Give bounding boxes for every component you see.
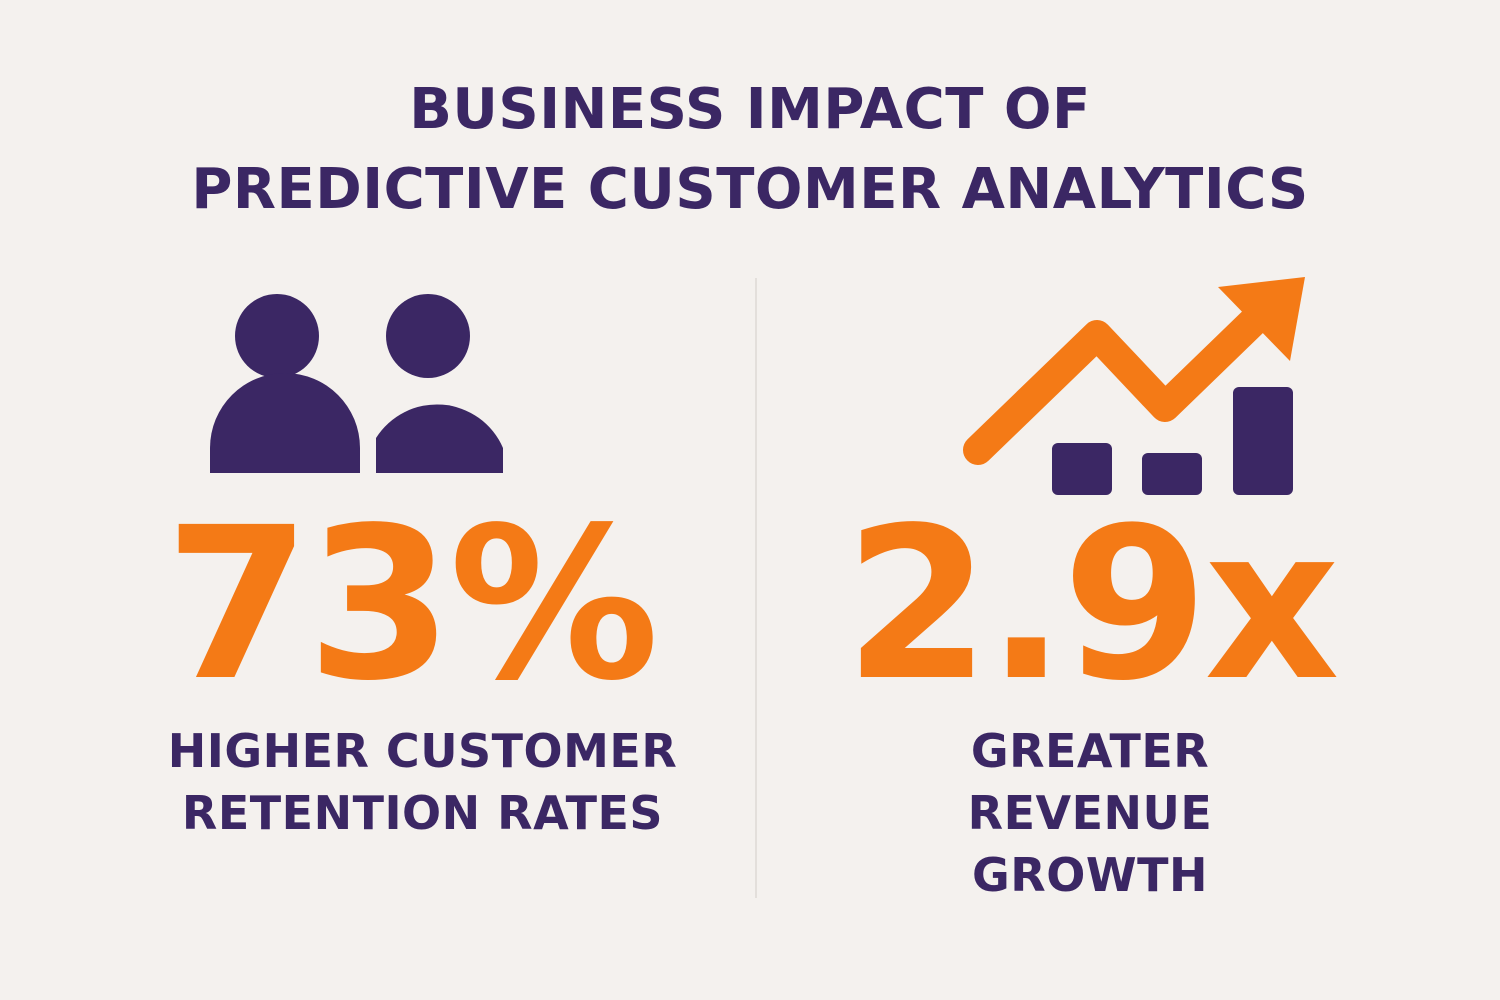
title-line-1: BUSINESS IMPACT OF (409, 77, 1091, 142)
people-icon (200, 288, 510, 482)
page-title: BUSINESS IMPACT OF PREDICTIVE CUSTOMER A… (0, 70, 1500, 230)
retention-caption: HIGHER CUSTOMER RETENTION RATES (60, 720, 785, 844)
retention-caption-line-2: RETENTION RATES (181, 786, 664, 840)
revenue-value: 2.9x (844, 482, 1339, 727)
retention-stat-panel: 73% HIGHER CUSTOMER RETENTION RATES (60, 270, 760, 970)
revenue-caption: GREATER REVENUE GROWTH (745, 720, 1435, 906)
revenue-caption-line-2: REVENUE (967, 786, 1213, 840)
revenue-caption-line-1: GREATER (970, 724, 1210, 778)
growth-chart-icon (960, 275, 1310, 504)
retention-caption-line-1: HIGHER CUSTOMER (167, 724, 678, 778)
retention-value: 73% (164, 482, 660, 727)
revenue-caption-line-3: GROWTH (972, 848, 1208, 902)
revenue-stat-panel: 2.9x GREATER REVENUE GROWTH (745, 270, 1445, 970)
center-divider (755, 278, 757, 898)
title-line-2: PREDICTIVE CUSTOMER ANALYTICS (191, 157, 1309, 222)
